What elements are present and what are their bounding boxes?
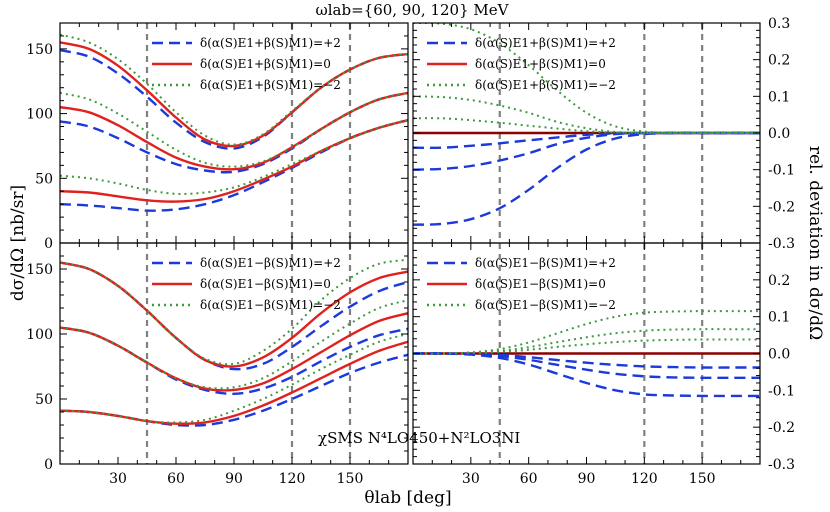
series-line-60mev-zero <box>60 118 408 203</box>
series-line-60mev-plus2 <box>60 118 408 212</box>
series-line-90mev-zero <box>60 312 408 392</box>
series-line-90mev-minus2 <box>413 95 760 135</box>
y-tick-label-right: -0.3 <box>768 457 795 473</box>
series-line-120mev-plus2 <box>413 131 760 150</box>
legend-label-minus2: δ(α(S)E1−β(S)M1)=−2 <box>200 298 341 312</box>
series-line-120mev-plus2 <box>413 352 760 369</box>
legend-label-zero: δ(α(S)E1+β(S)M1)=0 <box>475 57 606 71</box>
plot-area-bottom-left <box>60 243 408 464</box>
x-tick-label: 60 <box>520 471 538 487</box>
legend-label-plus2: δ(α(S)E1−β(S)M1)=+2 <box>475 256 616 270</box>
y-tick-label-left: 150 <box>26 42 53 58</box>
panel-frame <box>59 22 409 244</box>
y-tick-label-right: -0.2 <box>768 420 795 436</box>
x-tick-label: 90 <box>578 471 596 487</box>
legend-label-zero: δ(α(S)E1+β(S)M1)=0 <box>200 57 331 71</box>
y-tick-label-left: 100 <box>26 327 53 343</box>
plot-area-top-right <box>413 23 760 243</box>
legend-label-plus2: δ(α(S)E1+β(S)M1)=+2 <box>200 36 341 50</box>
series-line-60mev-minus2 <box>60 333 408 424</box>
series-line-120mev-zero <box>60 261 408 368</box>
y-tick-label-right: 0.1 <box>768 89 790 105</box>
panel-bottom-left: 30 60 90 120 150 0 50 100 150 δ(α(S)E1−β(S)M1)=+2… <box>26 242 409 487</box>
legend-label-minus2: δ(α(S)E1+β(S)M1)=−2 <box>475 78 616 92</box>
legend-label-plus2: δ(α(S)E1−β(S)M1)=+2 <box>200 256 341 270</box>
series-line-120mev-minus2 <box>413 117 760 135</box>
series-line-120mev-zero <box>60 41 408 148</box>
series-line-60mev-zero <box>60 340 408 425</box>
y-tick-label-right: -0.3 <box>768 236 795 252</box>
plot-area-top-left <box>60 23 408 243</box>
y-tick-label-left: 50 <box>35 171 53 187</box>
x-tick-label: 150 <box>337 471 364 487</box>
y-tick-label-right: -0.1 <box>768 383 795 399</box>
legend-label-plus2: δ(α(S)E1+β(S)M1)=+2 <box>475 36 616 50</box>
legend-top-left: δ(α(S)E1+β(S)M1)=+2 δ(α(S)E1+β(S)M1)=0 δ(α… <box>152 36 341 92</box>
panel-bottom-right: 30 60 90 120 150 -0.3 -0.2 -0.1 0.0 0.1 0.2 δ(α(S)E… <box>412 242 795 487</box>
y-tick-label-left: 150 <box>26 262 53 278</box>
x-tick-label: 60 <box>167 471 185 487</box>
x-tick-label: 30 <box>462 471 480 487</box>
series-line-90mev-plus2 <box>413 131 760 171</box>
y-tick-label-right: -0.2 <box>768 199 795 215</box>
x-tick-label: 150 <box>689 471 716 487</box>
y-axis-label-right: rel. deviation in dσ/dΩ <box>805 146 825 340</box>
series-line-90mev-zero <box>60 91 408 171</box>
y-tick-label-right: 0.1 <box>768 310 790 326</box>
x-tick-label: 30 <box>109 471 127 487</box>
series-line-120mev-minus2 <box>413 338 760 355</box>
series-line-90mev-plus2 <box>413 352 760 380</box>
x-axis-label: θlab [deg] <box>364 488 451 508</box>
annotation-label: χSMS N⁴LO450+N²LO3NI <box>318 429 520 447</box>
series-line-120mev-plus2 <box>60 261 408 371</box>
figure-title: ωlab={60, 90, 120} MeV <box>316 1 510 19</box>
series-line-90mev-minus2 <box>413 328 760 355</box>
legend-label-minus2: δ(α(S)E1+β(S)M1)=−2 <box>200 78 341 92</box>
series-line-90mev-minus2 <box>60 91 408 168</box>
legend-label-minus2: δ(α(S)E1−β(S)M1)=−2 <box>475 298 616 312</box>
x-tick-label: 90 <box>225 471 243 487</box>
legend-top-right: δ(α(S)E1+β(S)M1)=+2 δ(α(S)E1+β(S)M1)=0 δ(α… <box>427 36 616 92</box>
y-tick-label-left: 0 <box>44 457 53 473</box>
series-line-90mev-plus2 <box>60 91 408 174</box>
y-tick-label-right: 0.2 <box>768 273 790 289</box>
y-tick-label-right: 0.0 <box>768 347 790 363</box>
series-line-120mev-minus2 <box>60 33 408 146</box>
y-tick-label-right: -0.1 <box>768 163 795 179</box>
y-tick-label-left: 50 <box>35 392 53 408</box>
series-line-60mev-minus2 <box>60 119 408 195</box>
x-tick-label: 120 <box>631 471 658 487</box>
y-axis-label-left: dσ/dΩ [nb/sr] <box>8 185 28 301</box>
legend-label-zero: δ(α(S)E1−β(S)M1)=0 <box>475 277 606 291</box>
x-tick-label: 120 <box>279 471 306 487</box>
series-line-120mev-minus2 <box>60 258 408 366</box>
plot-area-bottom-right <box>413 243 760 464</box>
y-tick-label-left: 0 <box>44 236 53 252</box>
series-line-60mev-minus2 <box>413 310 760 355</box>
y-tick-label-left: 100 <box>26 107 53 123</box>
legend-label-zero: δ(α(S)E1−β(S)M1)=0 <box>200 277 331 291</box>
series-line-60mev-plus2 <box>413 352 760 398</box>
y-tick-label-right: 0.0 <box>768 126 790 142</box>
panel-top-right: -0.3 -0.2 -0.1 0.0 0.1 0.2 0.3 δ(α(S)E1+β(S)M1)… <box>412 16 795 252</box>
y-tick-label-right: 0.2 <box>768 53 790 69</box>
legend-bottom-left: δ(α(S)E1−β(S)M1)=+2 δ(α(S)E1−β(S)M1)=0 δ(α… <box>152 256 341 312</box>
series-line-90mev-minus2 <box>60 299 408 390</box>
legend-bottom-right: δ(α(S)E1−β(S)M1)=+2 δ(α(S)E1−β(S)M1)=0 δ(α… <box>427 256 616 312</box>
y-tick-label-right: 0.3 <box>768 16 790 32</box>
